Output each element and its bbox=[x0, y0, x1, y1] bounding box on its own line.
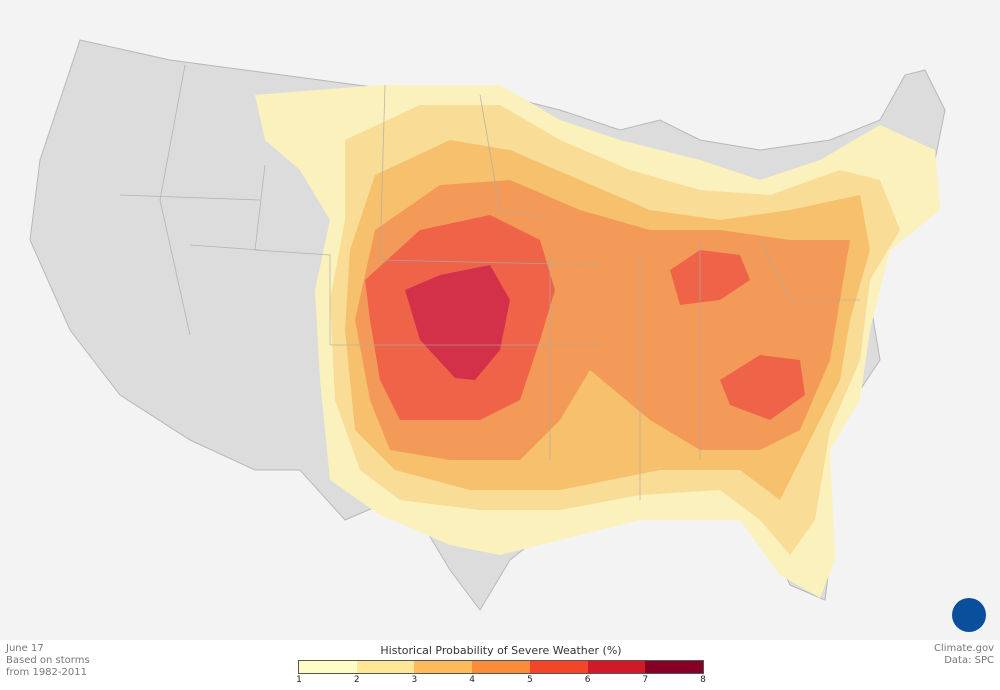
legend-tick: 3 bbox=[411, 675, 418, 685]
note-line-1: Based on storms bbox=[6, 655, 90, 666]
probability-contours bbox=[255, 85, 940, 598]
legend-tick: 5 bbox=[526, 675, 533, 685]
legend-swatch bbox=[529, 661, 588, 673]
legend-swatch bbox=[587, 661, 646, 673]
legend-tick: 2 bbox=[353, 675, 360, 685]
legend-swatch bbox=[645, 661, 704, 673]
legend-tick: 1 bbox=[296, 675, 302, 685]
footer: June 17 Based on storms from 1982-2011 H… bbox=[0, 640, 1000, 690]
contour-6pct bbox=[405, 265, 510, 380]
legend-swatch bbox=[472, 661, 530, 673]
noaa-logo bbox=[952, 598, 986, 632]
state-borders bbox=[119, 64, 860, 500]
note-line-2: from 1982-2011 bbox=[6, 667, 87, 678]
legend-color-bar bbox=[298, 660, 704, 674]
contour-5pct-ohio bbox=[670, 250, 750, 305]
contour-5pct-carolinas bbox=[720, 355, 805, 420]
us-map bbox=[29, 39, 946, 611]
date-note: June 17 Based on storms from 1982-2011 bbox=[6, 643, 90, 679]
legend-swatch bbox=[356, 661, 415, 673]
legend-swatch bbox=[299, 661, 357, 673]
legend-tick: 4 bbox=[469, 675, 476, 685]
date-label: June 17 bbox=[6, 643, 44, 654]
legend-swatch bbox=[414, 661, 473, 673]
legend-title: Historical Probability of Severe Weather… bbox=[380, 644, 622, 657]
legend-ticks: 1 2 3 4 5 6 7 8 bbox=[296, 675, 706, 687]
legend-tick: 6 bbox=[584, 675, 591, 685]
legend-tick: 7 bbox=[642, 675, 649, 685]
credits: Climate.gov Data: SPC bbox=[934, 643, 994, 667]
source-label: Data: SPC bbox=[944, 655, 994, 666]
legend-tick: 8 bbox=[700, 675, 706, 685]
credit-label: Climate.gov bbox=[933, 643, 994, 654]
